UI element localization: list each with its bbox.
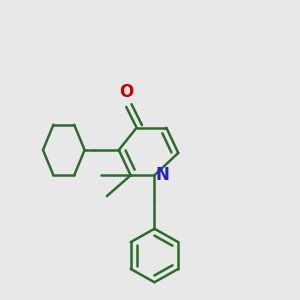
Text: O: O: [119, 83, 133, 101]
Text: N: N: [156, 166, 170, 184]
